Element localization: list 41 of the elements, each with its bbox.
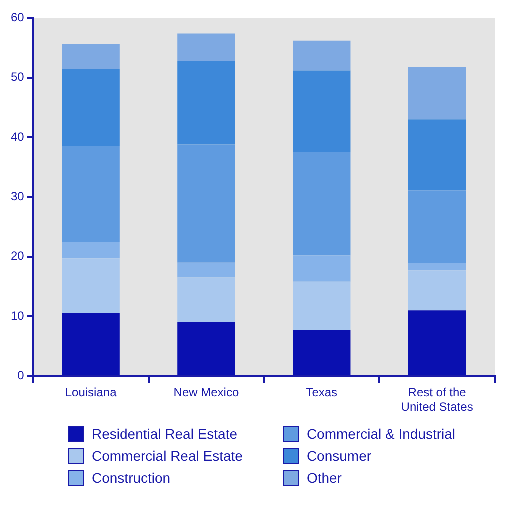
bar (293, 152, 351, 256)
bar (408, 310, 466, 376)
bar (293, 70, 351, 152)
bar (408, 67, 466, 120)
bar (293, 40, 351, 71)
legend-label: Other (306, 470, 342, 486)
legend-label: Construction (92, 470, 171, 486)
bar (408, 190, 466, 264)
bar (293, 256, 351, 282)
bar (62, 242, 120, 259)
bar (178, 322, 236, 376)
bar (178, 278, 236, 322)
bar (178, 61, 236, 145)
bar (178, 144, 236, 263)
x-tick-label: New Mexico (174, 386, 240, 400)
y-tick-label: 30 (10, 190, 25, 204)
x-tick-label: Rest of the United States (401, 386, 474, 414)
legend-label: Commercial Real Estate (92, 448, 243, 464)
bar (293, 330, 351, 376)
bar (62, 146, 120, 243)
x-tick-label: Louisiana (65, 386, 118, 400)
bar (62, 70, 120, 146)
y-tick-label: 40 (10, 130, 25, 144)
y-tick-label: 0 (18, 368, 25, 383)
bar (62, 314, 120, 376)
y-tick-label: 20 (10, 249, 25, 264)
legend-label: Residential Real Estate (92, 426, 238, 442)
bar (178, 34, 236, 62)
bar (62, 44, 120, 70)
x-tick-label: Texas (306, 386, 338, 400)
y-tick-label: 50 (10, 70, 25, 84)
bar (408, 263, 466, 271)
y-tick-label: 10 (10, 308, 25, 323)
legend-label: Commercial & Industrial (306, 426, 456, 442)
bar (293, 282, 351, 330)
bar (178, 262, 236, 278)
bar (408, 120, 466, 191)
bar (408, 270, 466, 311)
y-tick-label: 60 (10, 10, 25, 25)
legend-label: Consumer (306, 448, 372, 464)
bar (62, 258, 120, 314)
